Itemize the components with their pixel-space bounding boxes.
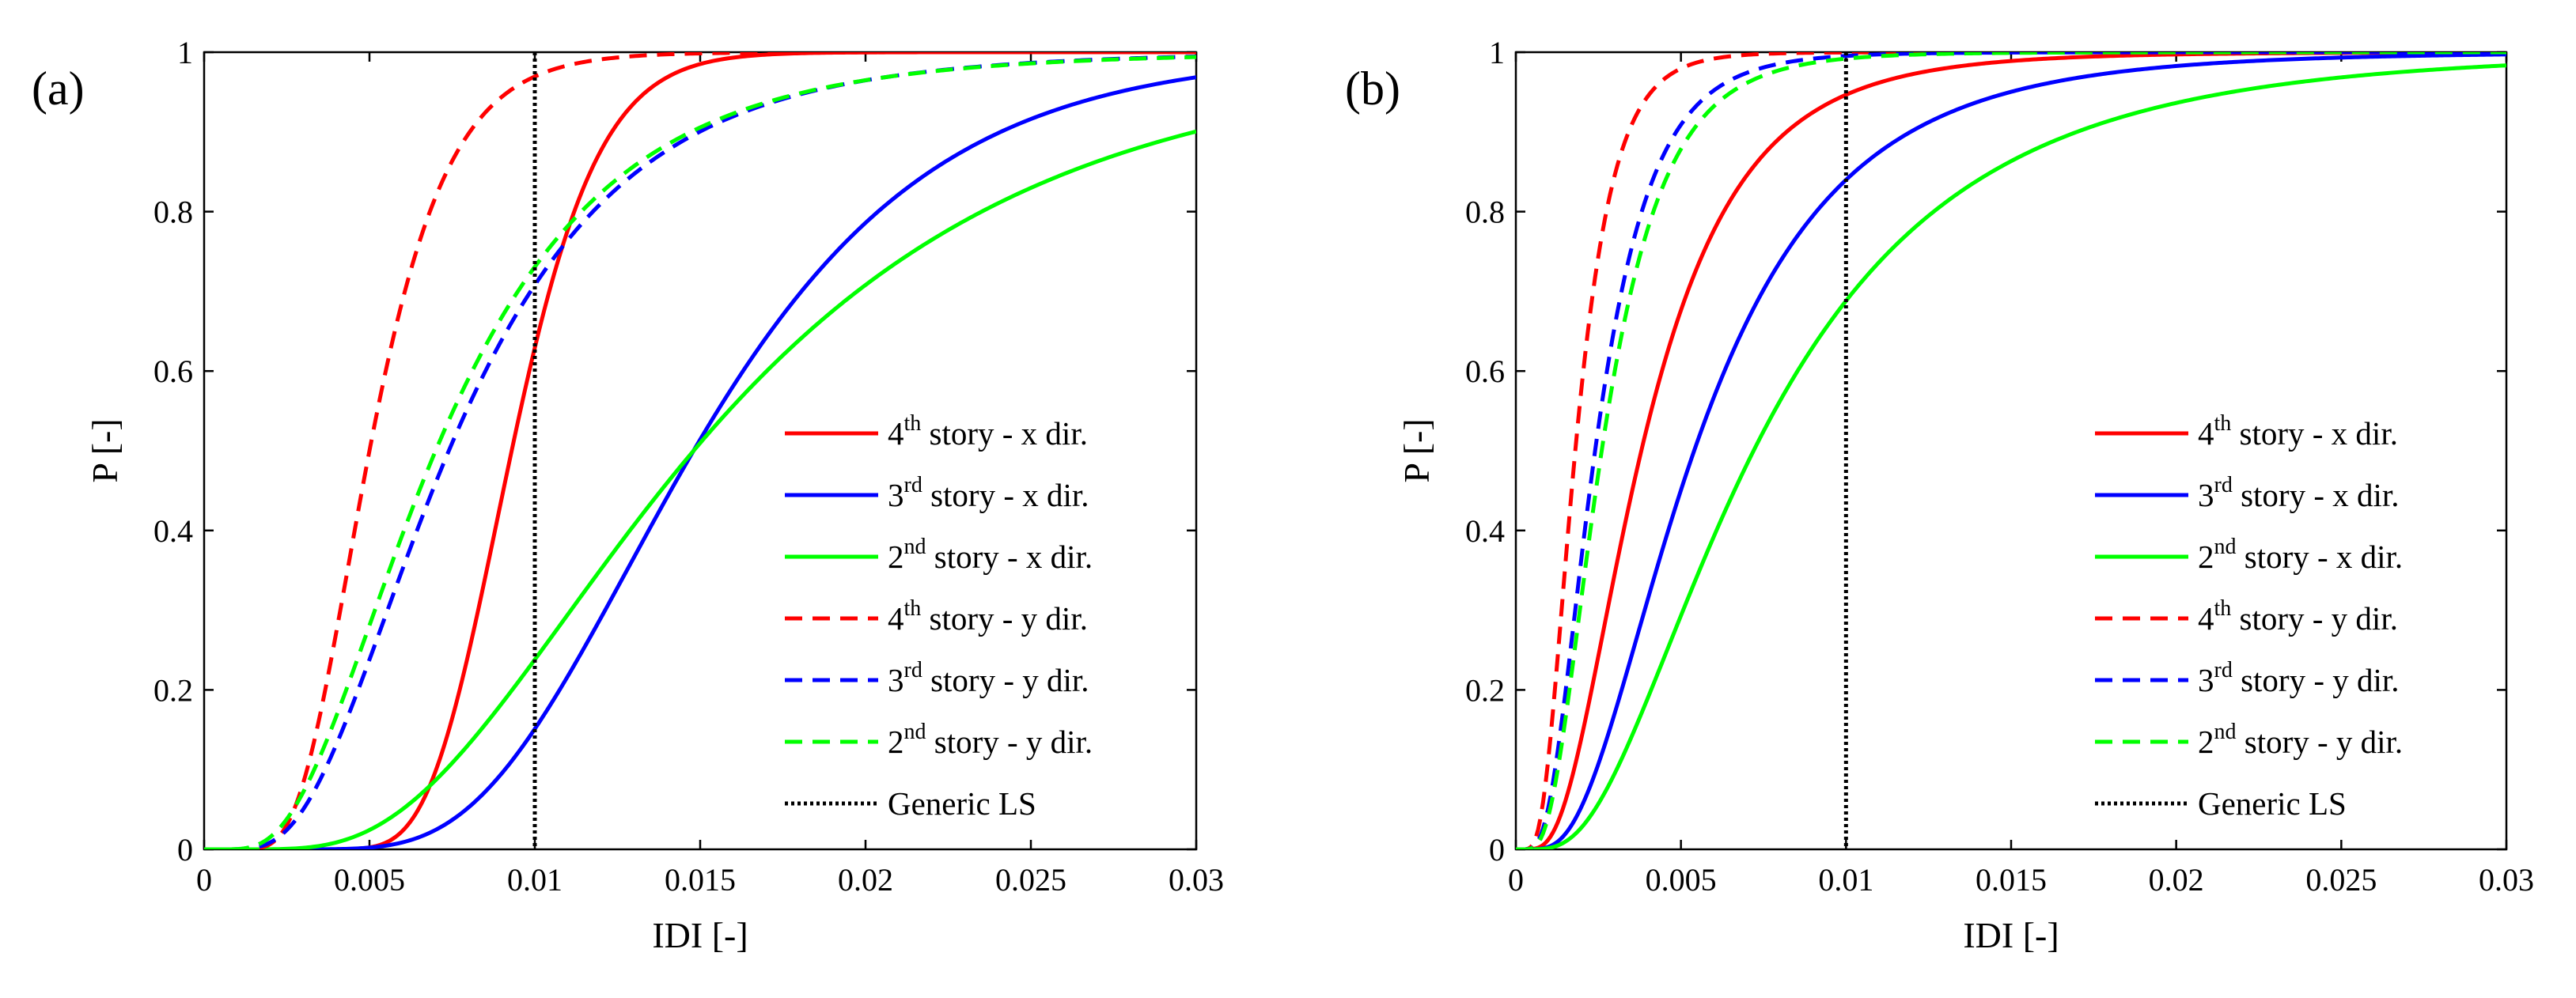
legend-text: story - x dir. xyxy=(2237,539,2404,575)
x-tick-label: 0.015 xyxy=(1976,862,2047,898)
series-line-5 xyxy=(204,55,1196,849)
legend-ordinal: 3 xyxy=(2198,662,2214,698)
legend-superscript: th xyxy=(904,411,922,436)
y-tick-label: 1 xyxy=(1489,35,1505,70)
legend-entry: 4th story - y dir. xyxy=(2198,596,2398,637)
legend-ordinal: 3 xyxy=(888,662,904,698)
x-tick-label: 0.005 xyxy=(1646,862,1717,898)
x-tick-label: 0.025 xyxy=(995,862,1066,898)
y-tick-label: 0 xyxy=(1489,832,1505,868)
series-group xyxy=(204,52,1196,849)
y-tick-label: 0.6 xyxy=(153,353,193,389)
chart-panel-a: 0 0.005 0.01 0.015 0.02 0.025 0.03 0 0.2 0.4 0.6 0.… xyxy=(32,35,1224,955)
legend-ordinal: 2 xyxy=(2198,724,2214,760)
x-tick-label: 0.005 xyxy=(334,862,405,898)
series-line-3 xyxy=(204,52,1196,849)
legend-text: story - x dir. xyxy=(2233,477,2400,513)
legend-text: story - y dir. xyxy=(926,724,1093,760)
legend-ordinal: 2 xyxy=(2198,539,2214,575)
legend-superscript: th xyxy=(2214,596,2232,621)
y-axis-label: P [-] xyxy=(1396,418,1437,482)
x-tick-label: 0.01 xyxy=(1818,862,1873,898)
series-group xyxy=(1516,52,2506,849)
legend-ordinal: 4 xyxy=(888,415,904,452)
legend: 4th story - x dir.3rd story - x dir.2nd … xyxy=(2095,411,2403,822)
x-tick-label: 0.02 xyxy=(2149,862,2204,898)
y-tick-label: 0.4 xyxy=(153,513,193,549)
legend-ordinal: 4 xyxy=(2198,415,2214,452)
plot-area xyxy=(1514,51,2508,851)
legend-text: story - y dir. xyxy=(921,600,1088,637)
legend-entry: 4th story - y dir. xyxy=(888,596,1088,637)
legend-ordinal: 2 xyxy=(888,539,904,575)
legend-ordinal: 4 xyxy=(2198,600,2214,637)
y-tick-label: 0.6 xyxy=(1465,353,1505,389)
legend-entry: 2nd story - y dir. xyxy=(888,720,1093,760)
legend-entry: 2nd story - x dir. xyxy=(2198,535,2403,575)
y-tick-label: 0.4 xyxy=(1465,513,1505,549)
legend-text: story - y dir. xyxy=(922,662,1089,698)
legend-superscript: th xyxy=(904,596,922,621)
x-tick-label: 0.03 xyxy=(2479,862,2534,898)
panel-label: (a) xyxy=(32,62,85,115)
legend-superscript: rd xyxy=(904,658,922,682)
panel-label: (b) xyxy=(1345,62,1400,115)
legend-superscript: th xyxy=(2214,411,2232,436)
legend-text: story - x dir. xyxy=(921,415,1088,452)
legend: 4th story - x dir.3rd story - x dir.2nd … xyxy=(785,411,1093,822)
legend-text: story - y dir. xyxy=(2233,662,2400,698)
y-tick-label: 0.8 xyxy=(1465,195,1505,230)
legend-entry: 3rd story - x dir. xyxy=(2198,473,2400,513)
series-line-2 xyxy=(1516,63,2506,849)
y-tick-label: 0 xyxy=(177,832,193,868)
legend-text: story - x dir. xyxy=(2231,415,2398,452)
legend-ordinal: 2 xyxy=(888,724,904,760)
y-axis-label: P [-] xyxy=(85,418,125,482)
legend-entry: 3rd story - y dir. xyxy=(2198,658,2400,698)
x-tick-label: 0 xyxy=(1508,862,1524,898)
series-line-1 xyxy=(1516,52,2506,849)
y-tick-label: 1 xyxy=(177,35,193,70)
legend-entry: 2nd story - x dir. xyxy=(888,535,1093,575)
x-tick-label: 0.02 xyxy=(838,862,893,898)
legend-entry: 3rd story - y dir. xyxy=(888,658,1089,698)
x-axis-label: IDI [-] xyxy=(1963,915,2059,955)
legend-text: Generic LS xyxy=(2198,785,2347,822)
series-line-2 xyxy=(204,129,1196,849)
y-tick-label: 0.8 xyxy=(153,195,193,230)
legend-entry: 4th story - x dir. xyxy=(888,411,1088,452)
legend-entry: 3rd story - x dir. xyxy=(888,473,1089,513)
legend-text: story - x dir. xyxy=(922,477,1089,513)
x-tick-label: 0 xyxy=(196,862,212,898)
legend-ordinal: 3 xyxy=(2198,477,2214,513)
legend-superscript: nd xyxy=(2214,535,2237,559)
x-tick-label: 0.01 xyxy=(507,862,563,898)
y-tick-label: 0.2 xyxy=(153,672,193,708)
legend-superscript: nd xyxy=(904,720,926,744)
legend-entry: 4th story - x dir. xyxy=(2198,411,2398,452)
legend-text: story - y dir. xyxy=(2231,600,2398,637)
legend-text: Generic LS xyxy=(888,785,1036,822)
legend-text: story - x dir. xyxy=(926,539,1093,575)
legend-superscript: rd xyxy=(904,473,922,497)
x-tick-label: 0.025 xyxy=(2305,862,2377,898)
legend-entry: Generic LS xyxy=(888,785,1036,822)
legend-entry: Generic LS xyxy=(2198,785,2347,822)
chart-panel-b: 0 0.005 0.01 0.015 0.02 0.025 0.03 0 0.2 0.4 0.6 0.… xyxy=(1345,35,2534,955)
legend-text: story - y dir. xyxy=(2237,724,2404,760)
x-tick-label: 0.03 xyxy=(1169,862,1224,898)
series-line-1 xyxy=(204,75,1196,849)
legend-superscript: rd xyxy=(2214,473,2233,497)
legend-superscript: nd xyxy=(2214,720,2237,744)
x-axis-label: IDI [-] xyxy=(652,915,748,955)
legend-entry: 2nd story - y dir. xyxy=(2198,720,2403,760)
legend-superscript: rd xyxy=(2214,658,2233,682)
legend-ordinal: 4 xyxy=(888,600,904,637)
legend-superscript: nd xyxy=(904,535,926,559)
x-tick-label: 0.015 xyxy=(665,862,736,898)
y-tick-label: 0.2 xyxy=(1465,672,1505,708)
legend-ordinal: 3 xyxy=(888,477,904,513)
series-line-5 xyxy=(1516,52,2506,849)
